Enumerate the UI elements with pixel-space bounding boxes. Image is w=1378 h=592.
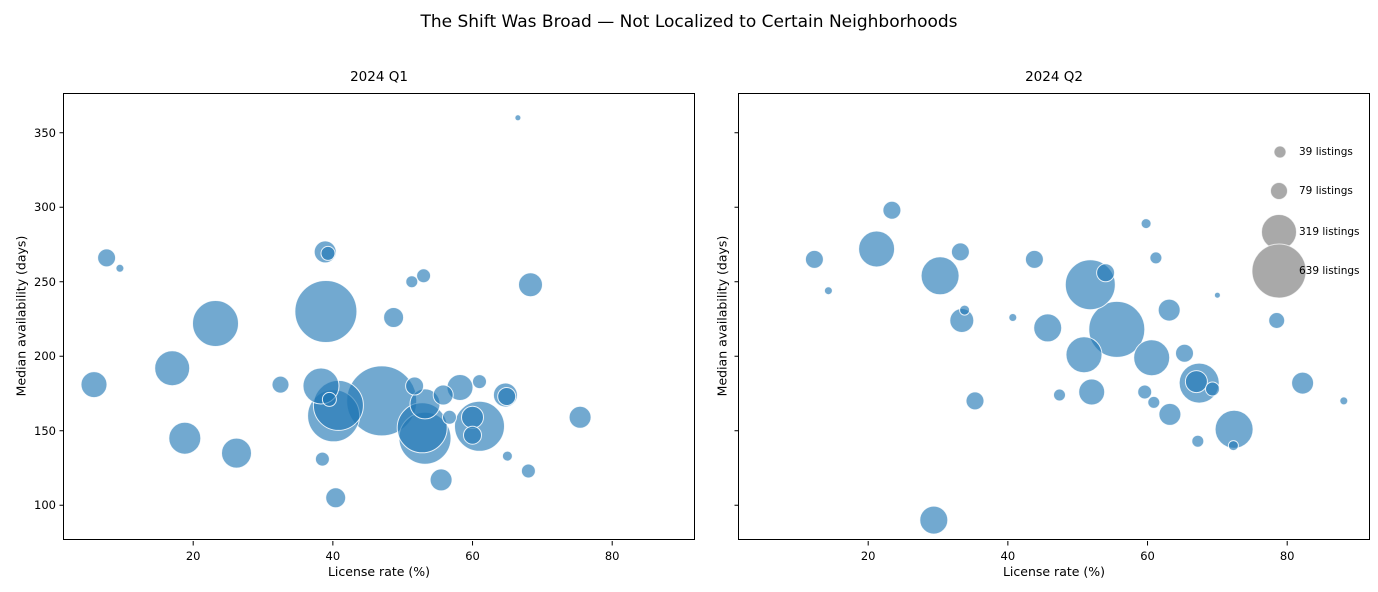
- x-tick-label: 40: [1000, 549, 1016, 563]
- data-bubble: [1175, 343, 1194, 363]
- x-tick-label: 60: [1140, 549, 1155, 563]
- data-bubble: [1339, 396, 1349, 406]
- legend-size-swatch: [1270, 182, 1288, 200]
- data-bubble: [1149, 251, 1163, 265]
- legend-size-swatch: [1273, 145, 1287, 159]
- legend-label: 79 listings: [1299, 185, 1353, 197]
- data-bubble: [965, 391, 985, 411]
- data-bubble: [1008, 313, 1018, 322]
- data-bubble: [518, 272, 543, 298]
- data-bubble: [1078, 378, 1106, 406]
- legend-label: 319 listings: [1299, 226, 1360, 238]
- data-bubble: [1088, 300, 1146, 358]
- q1-scatter-svg: [59, 114, 613, 546]
- x-tick-label: 20: [860, 549, 876, 563]
- data-bubble: [1140, 218, 1152, 230]
- data-bubble: [804, 249, 824, 269]
- data-bubble: [1137, 384, 1153, 400]
- data-bubble: [1191, 434, 1205, 448]
- data-bubble: [294, 280, 358, 343]
- y-tick-label: 300: [34, 200, 56, 215]
- data-bubble: [1184, 370, 1208, 394]
- data-bubble: [1133, 339, 1171, 377]
- data-bubble: [154, 350, 191, 387]
- x-tick-label: 80: [1279, 549, 1295, 563]
- data-bubble: [1065, 336, 1103, 374]
- x-tick-label: 40: [325, 549, 341, 563]
- figure-title: The Shift Was Broad — Not Localized to C…: [420, 12, 958, 32]
- data-bubble: [325, 487, 347, 509]
- data-bubble: [1033, 313, 1063, 343]
- data-bubble: [1291, 371, 1315, 395]
- y-tick-label: 100: [34, 498, 56, 513]
- data-bubble: [823, 286, 833, 296]
- q2-plot-area: 20 40 60 80 39 listings 79 listings 319 listin…: [734, 93, 1370, 563]
- data-bubble: [950, 242, 970, 262]
- data-bubble: [320, 245, 336, 261]
- data-bubble: [1268, 312, 1286, 329]
- data-bubble: [920, 256, 960, 296]
- data-bubble: [520, 463, 536, 479]
- legend-label: 39 listings: [1299, 146, 1353, 158]
- data-bubble: [432, 384, 454, 406]
- x-tick-label: 80: [604, 549, 620, 563]
- data-bubble: [1147, 395, 1161, 409]
- data-bubble: [192, 300, 239, 347]
- data-bubble: [97, 248, 117, 268]
- data-bubble: [383, 307, 405, 328]
- data-bubble: [858, 230, 896, 268]
- q1-x-axis-label: License rate (%): [327, 564, 431, 579]
- subplot-title-q1: 2024 Q1: [350, 69, 408, 85]
- data-bubble: [1205, 381, 1220, 397]
- data-bubble: [497, 387, 517, 406]
- data-bubble: [442, 409, 457, 425]
- data-bubble: [1024, 249, 1044, 269]
- data-bubble: [463, 425, 482, 445]
- data-bubble: [1157, 298, 1181, 322]
- data-bubble: [314, 451, 330, 467]
- data-bubble: [168, 421, 202, 455]
- data-bubble: [514, 114, 522, 122]
- data-bubble: [882, 200, 902, 220]
- q1-plot-area: 20 40 60 80 100 150 200 250 300 350: [34, 93, 695, 563]
- data-bubble: [1213, 291, 1221, 299]
- data-bubble: [1053, 388, 1066, 402]
- legend-size-swatch: [1251, 243, 1307, 299]
- data-bubble: [221, 437, 252, 469]
- x-tick-label: 60: [465, 549, 480, 563]
- data-bubble: [1096, 263, 1116, 283]
- legend-label: 639 listings: [1299, 265, 1360, 277]
- q2-scatter-svg: [734, 132, 1349, 546]
- data-bubble: [115, 263, 125, 273]
- y-tick-label: 200: [34, 349, 56, 364]
- data-bubble: [461, 405, 484, 429]
- data-bubble: [1158, 402, 1182, 426]
- data-bubble: [501, 450, 513, 462]
- q2-x-axis-label: License rate (%): [1002, 564, 1106, 579]
- data-bubble: [321, 391, 337, 407]
- data-bubble: [80, 371, 108, 399]
- data-bubble: [1227, 440, 1239, 452]
- data-bubble: [405, 376, 425, 396]
- data-bubble: [919, 505, 949, 535]
- y-tick-label: 150: [34, 423, 56, 438]
- subplot-title-q2: 2024 Q2: [1025, 69, 1083, 85]
- data-bubble: [472, 374, 487, 390]
- x-tick-label: 20: [185, 549, 201, 563]
- data-bubble: [959, 304, 971, 316]
- data-bubble: [405, 275, 419, 289]
- y-tick-label: 250: [34, 274, 56, 289]
- y-tick-label: 350: [34, 125, 56, 140]
- data-bubble: [568, 405, 592, 429]
- data-bubble: [429, 468, 453, 492]
- data-bubble: [416, 268, 432, 284]
- data-bubble: [271, 375, 290, 394]
